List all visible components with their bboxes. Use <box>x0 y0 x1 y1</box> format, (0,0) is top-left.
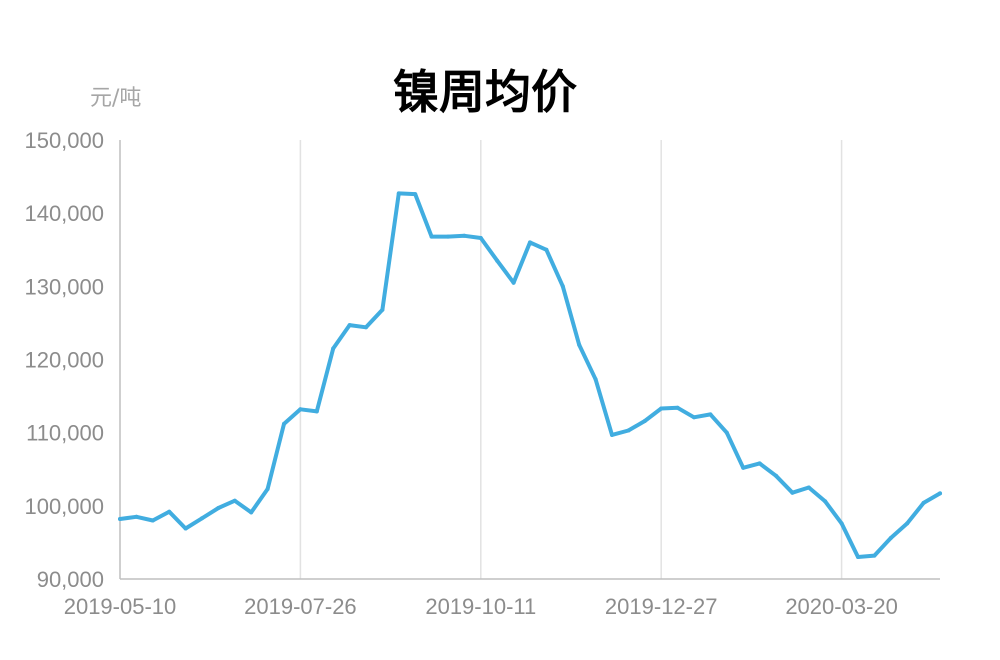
data-point <box>659 406 664 411</box>
x-tick-label: 2019-12-27 <box>605 594 718 619</box>
data-point <box>265 487 270 491</box>
series-line-0 <box>118 191 942 559</box>
data-point <box>347 323 352 328</box>
data-point <box>118 517 122 521</box>
data-point <box>282 421 286 426</box>
axes <box>119 140 940 580</box>
y-tick-label: 130,000 <box>24 274 104 299</box>
data-point <box>626 428 631 433</box>
x-tick-label: 2019-10-11 <box>425 594 536 619</box>
gridlines <box>299 140 843 579</box>
series-points-0 <box>118 191 942 559</box>
data-point <box>675 405 680 410</box>
data-point <box>462 233 467 238</box>
data-point <box>134 514 139 519</box>
data-point <box>560 284 565 289</box>
data-point <box>413 192 418 197</box>
y-tick-label: 150,000 <box>24 128 104 153</box>
data-point <box>708 412 713 417</box>
data-point <box>544 247 549 252</box>
data-point <box>232 498 237 503</box>
data-point <box>757 461 762 466</box>
data-point <box>396 191 401 196</box>
data-point <box>150 518 155 523</box>
data-point <box>872 553 877 558</box>
data-point <box>888 536 893 540</box>
data-point <box>806 485 811 490</box>
data-point <box>741 465 746 470</box>
x-tick-label: 2020-03-20 <box>785 594 898 619</box>
data-point <box>364 325 368 330</box>
y-axis-ticks: 90,000 100,000 110,000 120,000 130,000 140,00… <box>24 128 104 592</box>
y-tick-label: 140,000 <box>24 201 104 226</box>
data-point <box>429 234 434 239</box>
data-point <box>495 258 500 263</box>
data-point <box>642 419 647 423</box>
data-point <box>183 526 188 531</box>
x-axis-ticks: 2019-05-10 2019-07-26 2019-10-11 2019-12-27… <box>64 594 898 619</box>
data-point <box>331 346 336 351</box>
y-tick-label: 120,000 <box>24 348 104 373</box>
y-tick-label: 100,000 <box>24 494 104 519</box>
y-tick-label: 110,000 <box>26 421 104 446</box>
data-point <box>478 236 483 240</box>
data-point <box>856 555 860 559</box>
data-point <box>216 506 221 510</box>
data-point <box>528 240 532 245</box>
data-point <box>905 521 910 526</box>
data-point <box>938 491 942 496</box>
data-point <box>314 409 319 414</box>
data-point <box>446 234 450 239</box>
data-point <box>200 516 204 521</box>
data-point <box>380 307 385 312</box>
series <box>118 191 942 559</box>
data-point <box>823 499 828 504</box>
data-point <box>511 280 516 285</box>
data-point <box>774 473 778 478</box>
data-point <box>921 500 926 505</box>
x-tick-label: 2019-07-26 <box>244 594 357 619</box>
data-point <box>593 377 598 382</box>
data-point <box>610 432 614 437</box>
data-point <box>167 509 172 514</box>
y-tick-label: 90,000 <box>37 567 104 592</box>
data-point <box>298 407 303 412</box>
data-point <box>839 521 844 526</box>
chart-title: 镍周均价 <box>393 65 577 119</box>
data-point <box>692 415 696 420</box>
data-point <box>249 510 254 515</box>
y-axis-unit: 元/吨 <box>90 86 141 111</box>
x-tick-label: 2019-05-10 <box>64 594 177 619</box>
data-point <box>577 342 582 347</box>
data-point <box>790 490 795 495</box>
data-point <box>724 430 729 435</box>
